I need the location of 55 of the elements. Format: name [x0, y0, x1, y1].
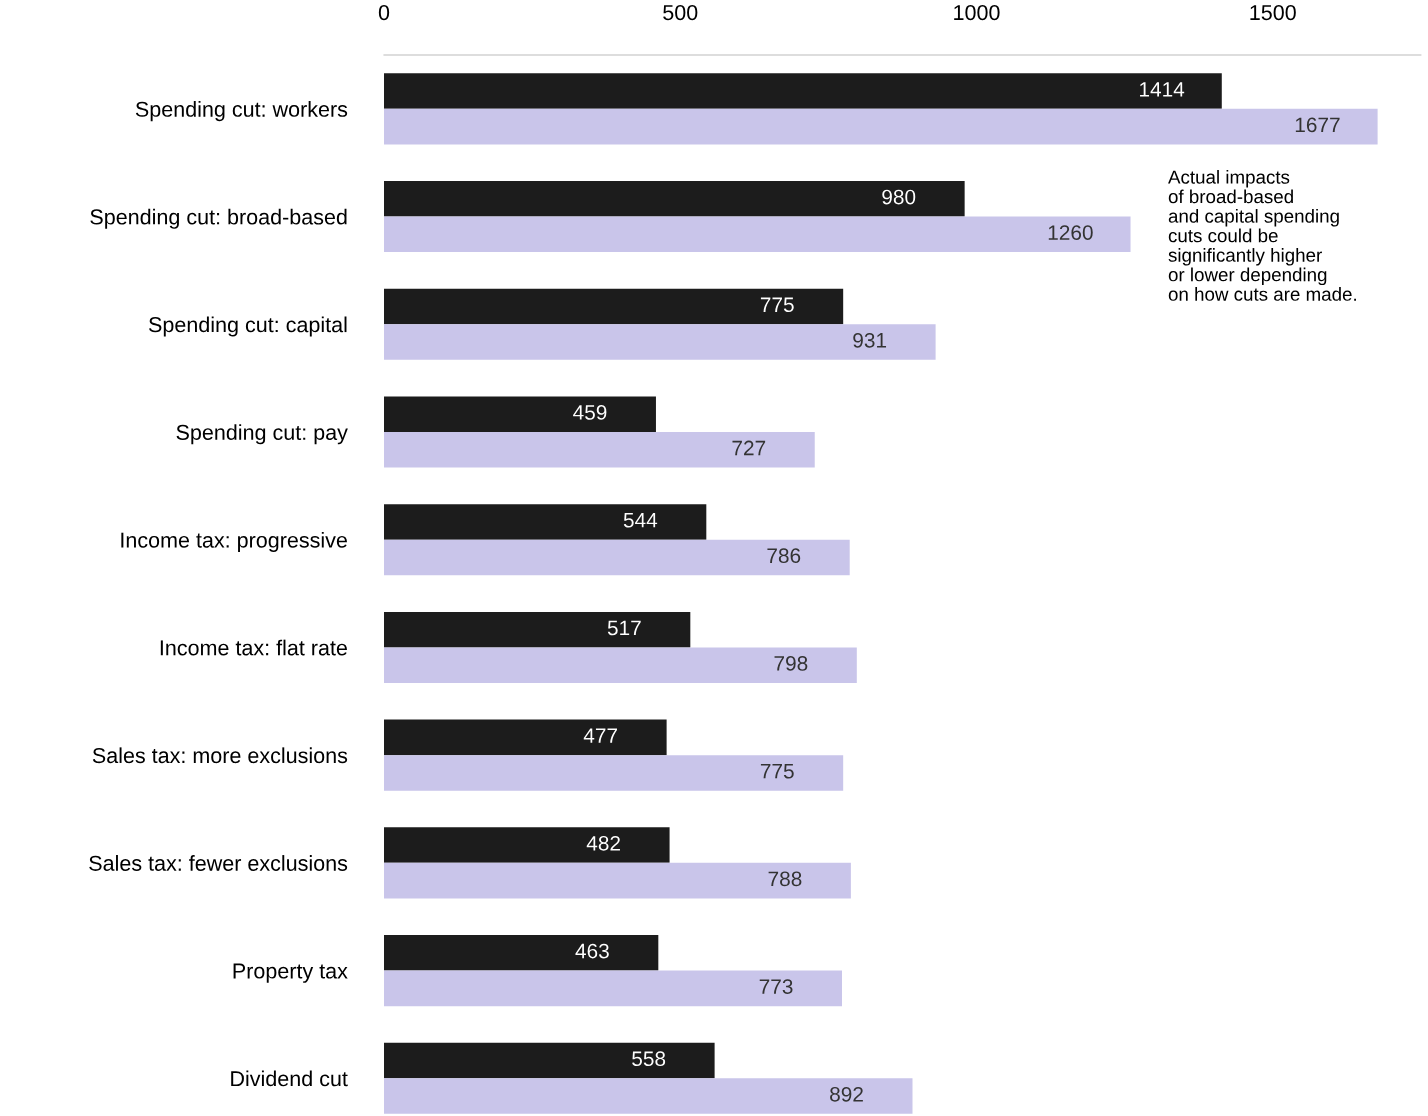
- bar: [384, 181, 965, 217]
- bar: [384, 1042, 715, 1079]
- data-label: 798: [774, 656, 808, 671]
- data-label: 558: [632, 1051, 666, 1067]
- data-label: 775: [760, 763, 794, 779]
- bar: [384, 396, 656, 433]
- data-label: 892: [830, 1086, 863, 1102]
- y-tick-label: Dividend cut: [231, 1070, 348, 1087]
- bar: [384, 73, 1222, 109]
- bar: [384, 755, 844, 791]
- data-label: 477: [583, 728, 617, 743]
- bar: [384, 647, 857, 683]
- bar: [384, 504, 707, 540]
- data-label: 727: [732, 440, 766, 456]
- data-label: 788: [768, 871, 802, 887]
- data-label: 482: [586, 835, 620, 851]
- y-tick-label: Sales tax: more exclusions: [92, 747, 348, 764]
- data-label: 980: [882, 189, 916, 205]
- bar: [384, 288, 844, 325]
- data-label: 544: [623, 513, 658, 528]
- y-tick-label: Spending cut: pay: [176, 424, 348, 445]
- x-tick-label: 0: [378, 4, 390, 21]
- x-tick-label: 500: [663, 4, 698, 21]
- data-label: 775: [760, 297, 794, 313]
- bar: [384, 827, 670, 863]
- y-tick-label: Spending cut: broad-based: [90, 208, 347, 229]
- bar: [384, 1078, 913, 1114]
- bar: [384, 539, 850, 576]
- annotation: Actual impacts of broad-based and capital spending cuts could be significantly higher or lower depending on how cuts are made.: [1168, 170, 1356, 301]
- bar: [384, 432, 815, 468]
- x-tick-label: 1500: [1250, 4, 1296, 21]
- data-label: 786: [767, 548, 801, 564]
- data-label: 1414: [1140, 82, 1185, 97]
- bar: [384, 970, 842, 1007]
- y-tick-label: Property tax: [233, 963, 348, 983]
- data-label: 459: [573, 405, 607, 420]
- data-label: 773: [759, 979, 793, 994]
- data-label: 1260: [1048, 225, 1093, 240]
- x-tick-label: 1000: [954, 4, 1000, 21]
- data-label: 1677: [1295, 117, 1340, 133]
- y-tick-label: Income tax: progressive: [121, 531, 347, 552]
- bar: [384, 108, 1378, 145]
- y-tick-label: Income tax: flat rate: [160, 639, 347, 656]
- bar: [384, 935, 659, 971]
- y-tick-label: Spending cut: workers: [135, 101, 348, 122]
- bar: [384, 862, 851, 899]
- bar: [384, 216, 1131, 253]
- bar: [384, 611, 691, 648]
- y-tick-label: Sales tax: fewer exclusions: [89, 855, 348, 871]
- y-tick-label: Spending cut: capital: [149, 316, 347, 337]
- data-label: 463: [575, 943, 609, 959]
- data-label: 517: [607, 620, 641, 636]
- bar: [384, 324, 936, 360]
- bar: [384, 719, 667, 756]
- data-label: 931: [853, 332, 887, 348]
